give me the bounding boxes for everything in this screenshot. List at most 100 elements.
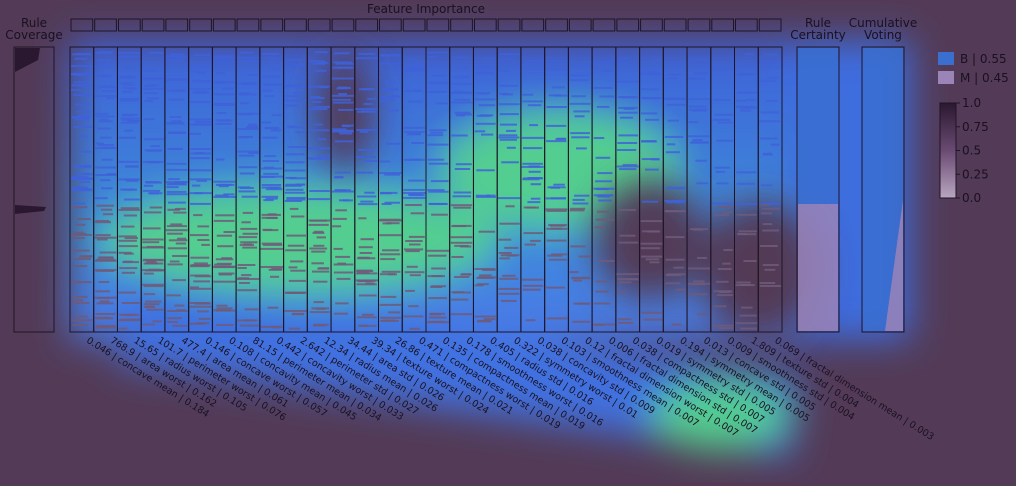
rule-mark bbox=[569, 209, 585, 212]
rule-mark bbox=[335, 302, 349, 305]
rule-mark bbox=[618, 208, 636, 211]
rule-mark bbox=[453, 291, 471, 294]
rule-mark bbox=[213, 280, 236, 283]
rule-mark bbox=[671, 63, 683, 66]
rule-mark bbox=[403, 196, 426, 199]
rule-mark bbox=[356, 272, 378, 275]
rule-mark bbox=[530, 239, 541, 242]
rule-mark bbox=[295, 131, 305, 134]
rule-mark bbox=[238, 236, 258, 239]
rule-mark bbox=[546, 60, 565, 63]
rule-mark bbox=[262, 228, 273, 231]
rule-mark bbox=[759, 285, 781, 287]
rule-mark bbox=[640, 242, 663, 245]
rule-mark bbox=[342, 199, 353, 202]
panel-titles: Feature ImportanceRuleCoverageRuleCertai… bbox=[5, 2, 917, 42]
rule-mark bbox=[121, 56, 133, 58]
rule-mark bbox=[406, 265, 418, 268]
rule-mark bbox=[450, 313, 473, 316]
rule-mark bbox=[73, 231, 84, 234]
rule-mark bbox=[595, 324, 604, 326]
rule-mark bbox=[546, 68, 568, 71]
rule-mark bbox=[213, 65, 235, 68]
rule-mark bbox=[712, 98, 722, 101]
rule-mark bbox=[333, 61, 352, 64]
rule-mark bbox=[316, 236, 326, 239]
rule-mark bbox=[118, 291, 137, 294]
rule-mark bbox=[762, 207, 781, 210]
rule-mark bbox=[237, 128, 259, 130]
rule-mark bbox=[75, 172, 89, 175]
rule-mark bbox=[189, 322, 205, 325]
rule-mark bbox=[285, 99, 306, 102]
rule-mark bbox=[380, 96, 401, 98]
rule-mark bbox=[119, 267, 138, 270]
cumulative-voting-title-line-1: Voting bbox=[864, 28, 902, 42]
rule-mark bbox=[239, 51, 254, 54]
rule-mark bbox=[355, 57, 378, 60]
rule-mark bbox=[573, 110, 590, 113]
cumulative-voting-panel bbox=[861, 46, 905, 333]
rule-mark bbox=[244, 308, 259, 311]
rule-mark bbox=[213, 93, 235, 96]
rule-mark bbox=[242, 232, 259, 235]
rule-mark bbox=[95, 326, 117, 329]
rule-mark bbox=[526, 206, 539, 209]
rule-mark bbox=[223, 231, 235, 233]
rule-mark bbox=[717, 327, 734, 330]
rule-mark bbox=[529, 124, 538, 127]
rule-mark bbox=[762, 229, 779, 232]
rule-mark bbox=[388, 311, 401, 314]
rule-mark bbox=[435, 102, 448, 105]
rule-mark bbox=[262, 243, 283, 246]
rule-mark bbox=[312, 231, 325, 234]
rule-mark bbox=[555, 138, 566, 141]
rule-mark bbox=[73, 74, 83, 76]
rule-mark bbox=[666, 103, 686, 106]
rule-mark bbox=[429, 203, 448, 205]
rule-mark bbox=[174, 56, 187, 59]
rule-mark bbox=[712, 202, 733, 205]
rule-mark bbox=[313, 123, 323, 126]
rule-mark bbox=[177, 237, 187, 240]
rule-mark bbox=[190, 202, 211, 205]
rule-mark bbox=[316, 307, 326, 310]
rule-mark bbox=[499, 277, 519, 280]
rule-mark bbox=[333, 101, 354, 104]
rule-mark bbox=[527, 201, 541, 204]
rule-mark bbox=[284, 95, 302, 98]
rule-mark bbox=[218, 273, 232, 276]
rule-mark bbox=[641, 88, 660, 91]
rule-mark bbox=[688, 98, 710, 101]
rule-mark bbox=[106, 97, 115, 100]
rule-mark bbox=[358, 52, 376, 55]
rule-mark bbox=[194, 275, 212, 278]
rule-mark bbox=[241, 274, 252, 277]
rule-mark bbox=[576, 147, 587, 150]
rule-mark bbox=[387, 109, 399, 112]
rule-mark bbox=[144, 92, 158, 95]
rule-mark bbox=[618, 111, 638, 114]
rule-mark bbox=[260, 247, 283, 250]
rule-mark bbox=[284, 200, 302, 202]
rule-mark bbox=[548, 224, 568, 227]
colorbar-tick-label-4: 0.0 bbox=[962, 191, 981, 205]
rule-mark bbox=[428, 65, 442, 67]
rule-mark bbox=[453, 98, 471, 101]
rule-mark bbox=[501, 161, 519, 164]
rule-mark bbox=[546, 317, 568, 320]
rule-mark bbox=[546, 227, 568, 230]
rule-mark bbox=[687, 135, 711, 138]
rule-mark bbox=[98, 281, 110, 283]
rule-mark bbox=[241, 82, 257, 85]
rule-mark bbox=[525, 59, 544, 62]
rule-mark bbox=[311, 250, 326, 253]
rule-mark bbox=[96, 302, 114, 305]
rule-mark bbox=[261, 242, 282, 245]
rule-mark bbox=[428, 162, 449, 165]
rule-mark bbox=[124, 129, 133, 132]
rule-mark bbox=[404, 90, 422, 93]
rule-mark bbox=[312, 105, 330, 108]
legend-swatch-B bbox=[938, 52, 954, 65]
rule-mark bbox=[759, 282, 776, 284]
